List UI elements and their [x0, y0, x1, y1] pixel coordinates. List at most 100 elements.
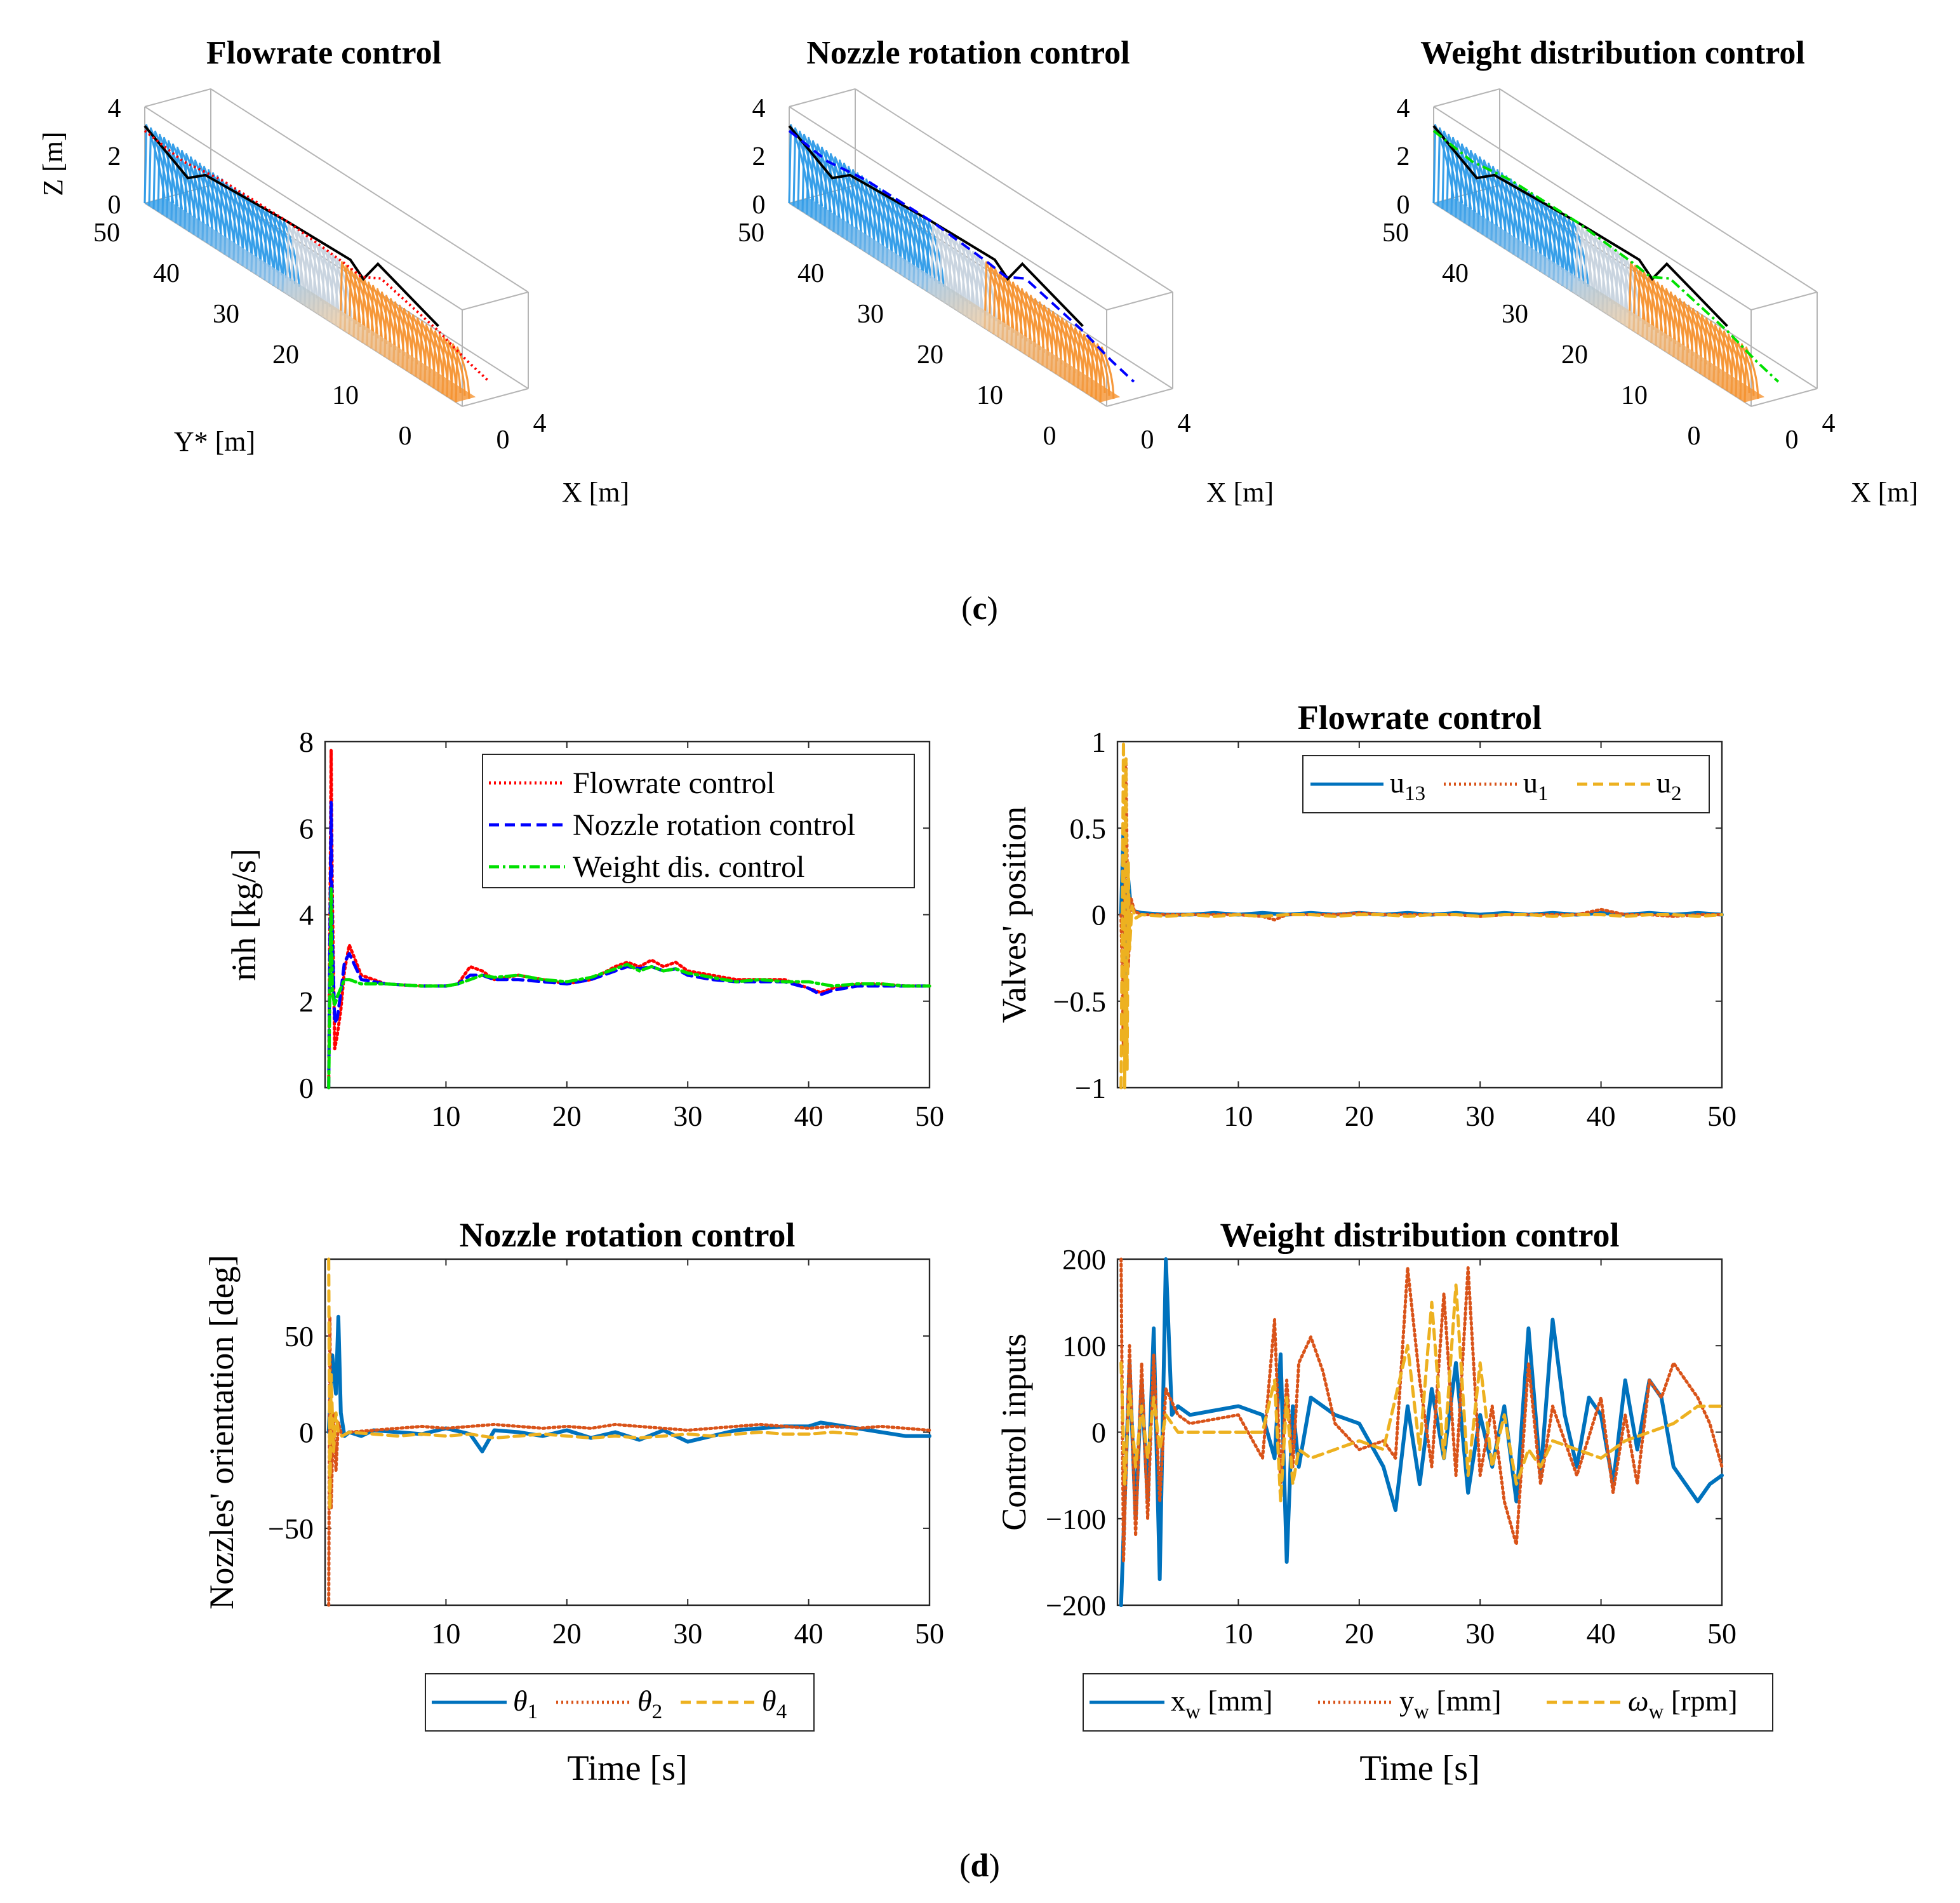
box-edge — [144, 106, 463, 310]
y-axis-label: Control inputs — [995, 1333, 1033, 1531]
legend-label: θ2 — [637, 1685, 662, 1723]
profile-line — [1432, 130, 1780, 383]
surface-ribbon — [1041, 304, 1058, 366]
y-axis-label: Valves' position — [995, 806, 1033, 1023]
box-edge — [210, 88, 529, 293]
x-tick-label: 30 — [673, 1100, 702, 1132]
z-axis-label: Z [m] — [37, 131, 69, 196]
surface-ribbon — [1677, 298, 1694, 360]
y-tick-label: −200 — [1046, 1589, 1106, 1622]
series-line — [1119, 1257, 1724, 1607]
surface-ribbon — [392, 301, 410, 363]
x-tick-label: 20 — [1345, 1100, 1374, 1132]
z-tick-label: 0 — [1397, 190, 1410, 220]
box-edge — [462, 388, 529, 407]
y-tick-label: 0 — [1091, 1417, 1106, 1449]
surface-ribbon — [1077, 330, 1093, 389]
profile-line — [788, 130, 1135, 383]
x-tick-label: 30 — [1465, 1617, 1495, 1650]
y-tick-label: 4 — [299, 899, 314, 931]
surface-ribbon — [1641, 271, 1659, 337]
surface-ribbon — [1743, 346, 1759, 403]
legend-label: Flowrate control — [573, 766, 775, 800]
z-tick-label: 4 — [1397, 94, 1410, 123]
box-edge — [1499, 88, 1818, 293]
legend-label: θ4 — [762, 1685, 787, 1723]
y-tick-label: 50 — [93, 218, 120, 248]
x-tick-label: 20 — [1345, 1617, 1374, 1650]
surface-ribbon — [1712, 324, 1729, 383]
x-tick-label: 4 — [1822, 409, 1836, 438]
y-tick-label: 0 — [1091, 899, 1106, 931]
x-tick-label: 4 — [1178, 409, 1191, 438]
legend-label: u13 — [1390, 766, 1425, 805]
z-tick-label: 0 — [752, 190, 766, 220]
surface-ribbon — [1028, 295, 1045, 357]
surface-ribbon — [1081, 333, 1097, 391]
plot-title: Weight distribution control — [1420, 35, 1805, 71]
surface-ribbon — [379, 291, 396, 354]
legend-label: Nozzle rotation control — [573, 808, 855, 842]
surface-base — [145, 197, 476, 403]
surface-ribbon — [419, 321, 436, 380]
x-tick-label: 0 — [497, 425, 510, 455]
series-line — [327, 1257, 859, 1511]
surface-plot-2: Nozzle rotation control0240102030405004X… — [738, 35, 1274, 508]
surface-ribbon — [1695, 310, 1712, 371]
surface-base — [1434, 197, 1765, 403]
y-tick-label: 30 — [857, 300, 884, 329]
surface-ribbon — [1686, 304, 1703, 366]
z-tick-label: 4 — [752, 94, 766, 123]
y-tick-label: 10 — [332, 381, 359, 410]
surface-ribbon — [1663, 288, 1681, 351]
legend-box — [1083, 1673, 1773, 1732]
surface-ribbon — [415, 317, 431, 377]
y-tick-label: −50 — [268, 1512, 314, 1545]
legend-label: u2 — [1657, 766, 1682, 805]
y-tick-label: 1 — [1091, 726, 1106, 758]
box-edge — [1433, 88, 1500, 107]
surface-ribbon — [1019, 288, 1037, 351]
z-tick-label: 2 — [752, 142, 766, 171]
box-edge — [1750, 388, 1818, 407]
box-edge — [462, 291, 529, 310]
series-line — [1119, 757, 1724, 1055]
surface-ribbon — [388, 298, 405, 360]
x-tick-label: 40 — [1587, 1100, 1616, 1132]
x-tick-label: 4 — [533, 409, 547, 438]
y-tick-label: 20 — [1561, 340, 1588, 370]
surface-plot-3: Weight distribution control0240102030405… — [1382, 35, 1918, 508]
surface-base — [789, 197, 1121, 403]
surface-ribbon — [1739, 343, 1755, 400]
x-tick-label: 10 — [1223, 1617, 1253, 1650]
surface-ribbon — [375, 288, 392, 351]
panel-c-label: (c) — [961, 591, 998, 627]
y-tick-label: 50 — [284, 1320, 314, 1352]
surface-ribbon — [1646, 274, 1663, 340]
y-tick-label: 0 — [1043, 422, 1057, 451]
y-tick-label: −1 — [1075, 1072, 1106, 1104]
y-tick-label: 20 — [272, 340, 299, 370]
surface-ribbon — [992, 268, 1010, 335]
surface-ribbon — [455, 346, 470, 403]
surface-ribbon — [1063, 321, 1080, 380]
y-tick-label: 40 — [153, 259, 180, 288]
surface-ribbon — [1015, 284, 1032, 349]
x-tick-label: 40 — [794, 1100, 823, 1132]
surface — [1432, 124, 1759, 403]
z-tick-label: 4 — [108, 94, 121, 123]
surface-ribbon — [1055, 314, 1071, 374]
surface-ribbon — [432, 330, 449, 389]
z-tick-label: 2 — [1397, 142, 1410, 171]
surface-ribbon — [1690, 307, 1707, 368]
x-tick-label: 40 — [1587, 1617, 1616, 1650]
surface-ribbon — [383, 295, 401, 357]
box-edge — [789, 203, 1107, 407]
surface-ribbon — [1046, 307, 1063, 368]
surface-ribbon — [450, 343, 466, 400]
line-plot-1: 10 20 30 40 50 0 2 4 6 8 ṁh [kg/s] Flowrate control… — [225, 726, 944, 1132]
z-tick-label: 2 — [108, 142, 121, 171]
